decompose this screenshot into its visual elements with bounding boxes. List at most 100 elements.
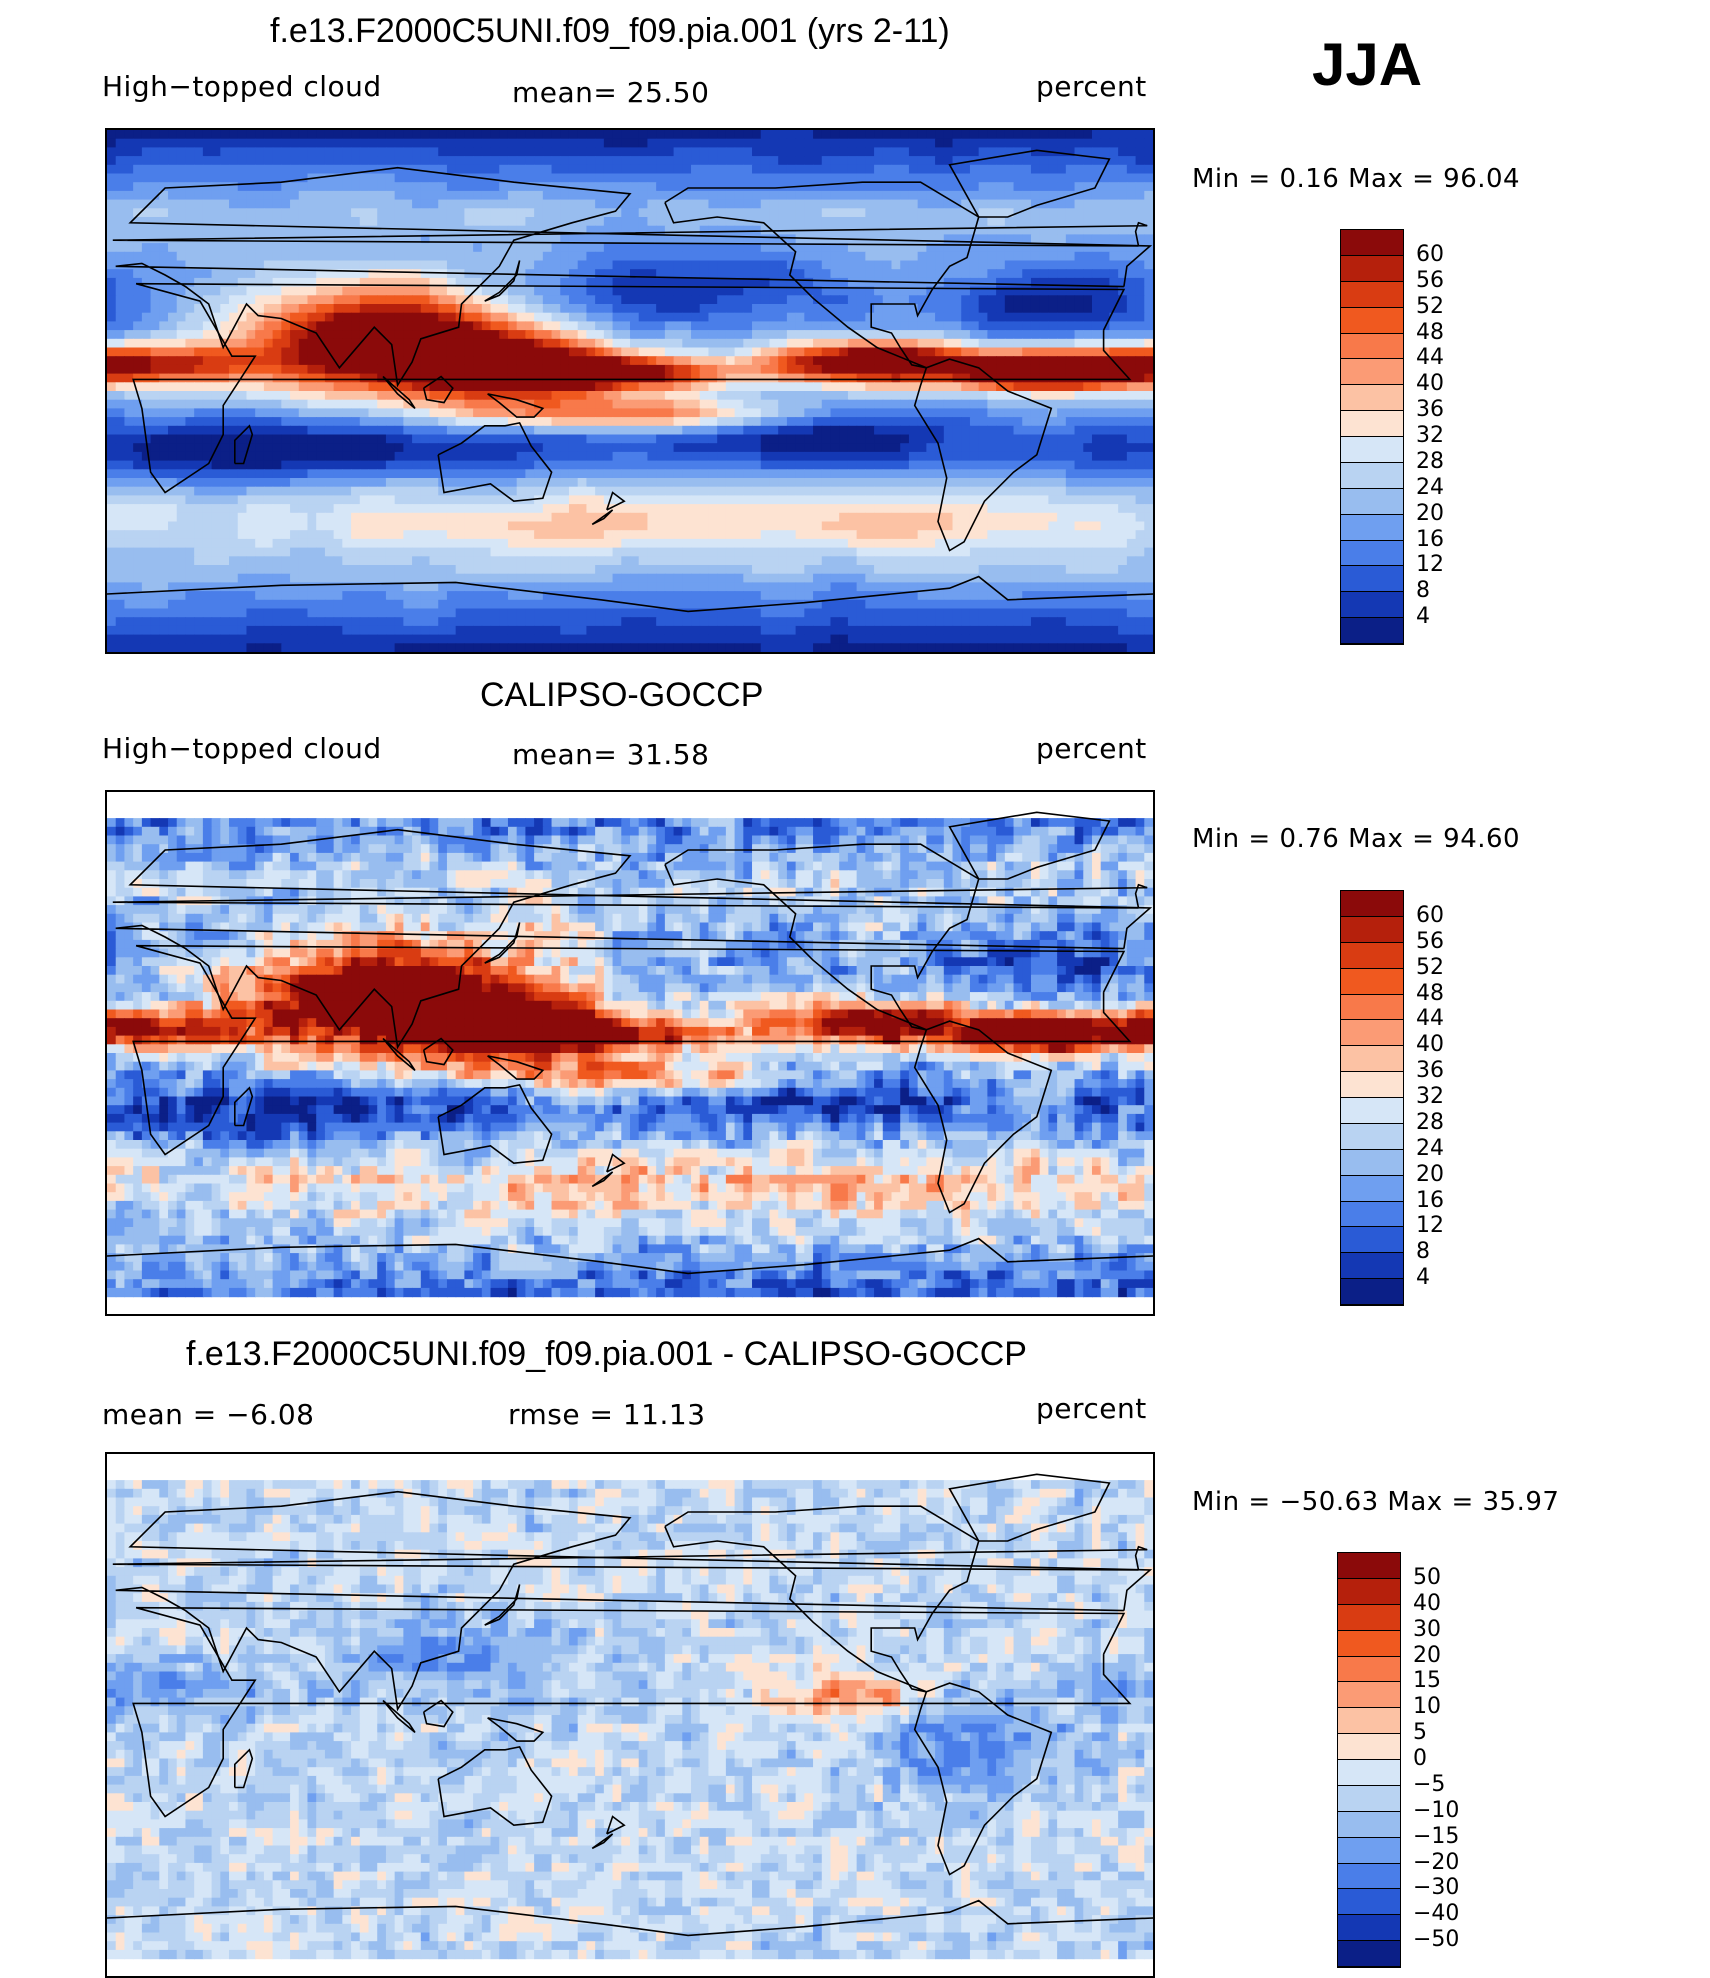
colorbar-tick-label: −50	[1413, 1929, 1459, 1951]
mean-label: mean= 25.50	[512, 76, 709, 109]
colorbar-swatch	[1341, 1124, 1403, 1150]
colorbar-tick-label: 56	[1416, 931, 1444, 953]
colorbar-swatch	[1338, 1631, 1400, 1657]
variable-label: High−topped cloud	[102, 70, 382, 103]
colorbar-swatch	[1341, 489, 1403, 515]
map-panel-diff	[105, 1452, 1155, 1978]
colorbar-tick-label: 48	[1416, 983, 1444, 1005]
colorbar-swatch	[1341, 308, 1403, 334]
colorbar-swatch	[1338, 1605, 1400, 1631]
colorbar	[1340, 890, 1404, 1306]
colorbar-tick-label: 15	[1413, 1670, 1441, 1692]
colorbar-tick-label: 8	[1416, 1241, 1430, 1263]
colorbar-tick-label: 12	[1416, 554, 1444, 576]
colorbar-swatch	[1341, 917, 1403, 943]
colorbar-swatch	[1338, 1760, 1400, 1786]
colorbar-swatch	[1341, 943, 1403, 969]
colorbar-swatch	[1341, 282, 1403, 308]
colorbar-tick-label: 40	[1413, 1593, 1441, 1615]
units-label: percent	[1036, 70, 1147, 103]
colorbar-tick-label: −30	[1413, 1877, 1459, 1899]
colorbar-tick-label: −5	[1413, 1774, 1445, 1796]
rmse-label: rmse = 11.13	[508, 1398, 706, 1431]
colorbar-tick-label: 12	[1416, 1215, 1444, 1237]
colorbar-swatch	[1338, 1682, 1400, 1708]
min-max-label: Min = 0.76 Max = 94.60	[1192, 824, 1520, 854]
colorbar-tick-label: 30	[1413, 1619, 1441, 1641]
colorbar-tick-label: 40	[1416, 1034, 1444, 1056]
colorbar-swatch	[1338, 1889, 1400, 1915]
colorbar-tick-label: −20	[1413, 1852, 1459, 1874]
colorbar-tick-label: 20	[1416, 1164, 1444, 1186]
season-label: JJA	[1312, 30, 1422, 99]
mean-label: mean= 31.58	[512, 738, 709, 771]
colorbar-swatch	[1341, 541, 1403, 567]
colorbar-tick-label: 20	[1413, 1645, 1441, 1667]
colorbar-tick-label: 28	[1416, 451, 1444, 473]
colorbar-tick-label: 4	[1416, 606, 1430, 628]
colorbar-tick-label: 16	[1416, 1190, 1444, 1212]
map-panel-obs	[105, 790, 1155, 1316]
colorbar-swatch	[1341, 515, 1403, 541]
colorbar-tick-label: 10	[1413, 1696, 1441, 1718]
colorbar-swatch	[1338, 1941, 1400, 1967]
colorbar-swatch	[1341, 230, 1403, 256]
colorbar-tick-label: 44	[1416, 1008, 1444, 1030]
colorbar-tick-label: 24	[1416, 477, 1444, 499]
colorbar-swatch	[1341, 256, 1403, 282]
colorbar-tick-label: 32	[1416, 1086, 1444, 1108]
colorbar-tick-label: 44	[1416, 347, 1444, 369]
colorbar-swatch	[1338, 1553, 1400, 1579]
colorbar-tick-label: 52	[1416, 296, 1444, 318]
panel-title: CALIPSO-GOCCP	[480, 676, 763, 715]
units-label: percent	[1036, 1392, 1147, 1425]
colorbar	[1340, 229, 1404, 645]
world-map	[107, 130, 1153, 652]
colorbar-swatch	[1338, 1708, 1400, 1734]
colorbar-tick-label: 5	[1413, 1722, 1427, 1744]
colorbar-swatch	[1341, 1046, 1403, 1072]
colorbar-swatch	[1341, 1098, 1403, 1124]
colorbar-tick-label: 36	[1416, 1060, 1444, 1082]
cloud-field	[107, 130, 1153, 652]
panel-title: f.e13.F2000C5UNI.f09_f09.pia.001 (yrs 2-…	[270, 12, 950, 51]
mean-label: mean = −6.08	[102, 1398, 314, 1431]
colorbar-swatch	[1341, 334, 1403, 360]
colorbar-tick-label: 32	[1416, 425, 1444, 447]
colorbar-tick-label: −40	[1413, 1903, 1459, 1925]
colorbar-swatch	[1341, 437, 1403, 463]
colorbar-tick-label: 36	[1416, 399, 1444, 421]
colorbar-swatch	[1341, 1176, 1403, 1202]
world-map	[107, 792, 1153, 1314]
colorbar-tick-label: −10	[1413, 1800, 1459, 1822]
colorbar-tick-label: 40	[1416, 373, 1444, 395]
colorbar-swatch	[1338, 1786, 1400, 1812]
colorbar-tick-label: 8	[1416, 580, 1430, 602]
world-map	[107, 1454, 1153, 1976]
colorbar-tick-label: 24	[1416, 1138, 1444, 1160]
colorbar-swatch	[1341, 566, 1403, 592]
colorbar-swatch	[1341, 969, 1403, 995]
colorbar-tick-label: 0	[1413, 1748, 1427, 1770]
colorbar-swatch	[1338, 1657, 1400, 1683]
colorbar-swatch	[1341, 411, 1403, 437]
map-panel-model	[105, 128, 1155, 654]
colorbar-tick-label: 20	[1416, 503, 1444, 525]
colorbar-tick-label: 56	[1416, 270, 1444, 292]
colorbar-swatch	[1338, 1915, 1400, 1941]
colorbar-swatch	[1341, 891, 1403, 917]
colorbar-swatch	[1341, 592, 1403, 618]
colorbar-swatch	[1341, 618, 1403, 644]
colorbar-tick-label: −15	[1413, 1826, 1459, 1848]
colorbar-tick-label: 16	[1416, 529, 1444, 551]
colorbar-swatch	[1341, 1020, 1403, 1046]
colorbar-swatch	[1338, 1864, 1400, 1890]
colorbar-tick-label: 28	[1416, 1112, 1444, 1134]
colorbar-tick-label: 50	[1413, 1567, 1441, 1589]
min-max-label: Min = 0.16 Max = 96.04	[1192, 164, 1520, 194]
colorbar-swatch	[1338, 1579, 1400, 1605]
colorbar-swatch	[1341, 463, 1403, 489]
colorbar-tick-label: 60	[1416, 905, 1444, 927]
colorbar-swatch	[1341, 1279, 1403, 1305]
colorbar-swatch	[1338, 1838, 1400, 1864]
